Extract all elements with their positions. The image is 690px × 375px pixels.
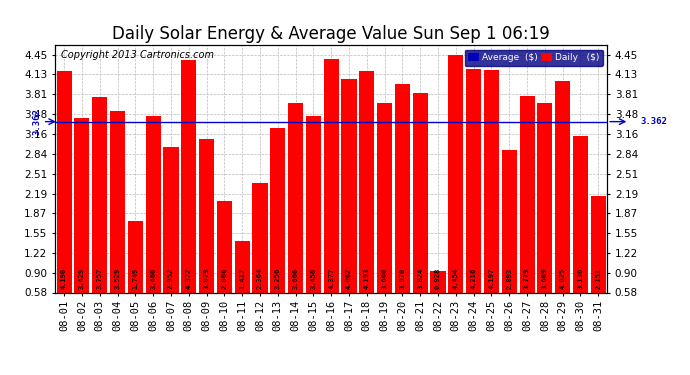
Text: 3.529: 3.529 xyxy=(115,268,121,290)
Text: 4.454: 4.454 xyxy=(453,268,459,290)
Bar xyxy=(253,183,268,328)
Text: 2.893: 2.893 xyxy=(506,268,512,290)
Bar xyxy=(573,135,588,328)
Text: 3.079: 3.079 xyxy=(204,268,210,290)
Bar xyxy=(466,69,481,328)
Bar xyxy=(75,117,90,328)
Text: 4.197: 4.197 xyxy=(489,268,495,290)
Text: 4.025: 4.025 xyxy=(560,268,566,290)
Bar xyxy=(324,59,339,328)
Text: 2.066: 2.066 xyxy=(221,268,228,290)
Bar xyxy=(270,128,286,328)
Text: 3.429: 3.429 xyxy=(79,268,85,290)
Bar xyxy=(413,93,428,328)
Bar xyxy=(484,70,499,328)
Bar xyxy=(164,147,179,328)
Bar xyxy=(146,116,161,328)
Bar xyxy=(502,150,517,328)
Text: 3.660: 3.660 xyxy=(382,268,388,290)
Text: 3.779: 3.779 xyxy=(524,268,530,290)
Bar xyxy=(217,201,232,328)
Bar xyxy=(448,55,464,328)
Text: 3.362: 3.362 xyxy=(640,117,667,126)
Legend: Average  ($), Daily   ($): Average ($), Daily ($) xyxy=(464,50,602,66)
Text: 1.417: 1.417 xyxy=(239,268,245,290)
Bar xyxy=(538,103,553,328)
Text: 3.450: 3.450 xyxy=(310,268,317,290)
Bar xyxy=(92,98,107,328)
Bar xyxy=(359,70,375,328)
Bar xyxy=(591,196,606,328)
Bar xyxy=(395,84,410,328)
Bar xyxy=(431,271,446,328)
Text: 4.193: 4.193 xyxy=(364,268,370,290)
Bar xyxy=(57,71,72,328)
Text: 3.757: 3.757 xyxy=(97,268,103,290)
Text: 2.151: 2.151 xyxy=(595,268,601,290)
Text: 3.136: 3.136 xyxy=(578,268,584,290)
Text: 3.460: 3.460 xyxy=(150,268,156,290)
Bar xyxy=(288,104,303,328)
Text: 4.190: 4.190 xyxy=(61,268,67,290)
Bar xyxy=(520,96,535,328)
Text: 4.062: 4.062 xyxy=(346,268,352,290)
Text: 4.216: 4.216 xyxy=(471,268,477,290)
Bar xyxy=(342,79,357,328)
Text: 1.749: 1.749 xyxy=(132,268,138,290)
Text: 3.256: 3.256 xyxy=(275,268,281,290)
Text: 2.952: 2.952 xyxy=(168,268,174,290)
Text: 3.669: 3.669 xyxy=(542,268,548,290)
Text: 2.364: 2.364 xyxy=(257,268,263,290)
Text: 4.372: 4.372 xyxy=(186,268,192,290)
Text: 0.928: 0.928 xyxy=(435,268,441,290)
Bar xyxy=(377,104,392,328)
Text: 3.970: 3.970 xyxy=(400,268,406,290)
Bar xyxy=(181,60,197,328)
Bar xyxy=(306,116,321,328)
Bar xyxy=(128,221,143,328)
Text: 3.824: 3.824 xyxy=(417,268,423,290)
Title: Daily Solar Energy & Average Value Sun Sep 1 06:19: Daily Solar Energy & Average Value Sun S… xyxy=(112,26,550,44)
Bar xyxy=(199,139,214,328)
Text: 4.377: 4.377 xyxy=(328,268,334,290)
Text: 3.362: 3.362 xyxy=(33,108,42,135)
Bar xyxy=(555,81,570,328)
Text: Copyright 2013 Cartronics.com: Copyright 2013 Cartronics.com xyxy=(61,50,214,60)
Bar xyxy=(110,111,125,328)
Bar xyxy=(235,241,250,328)
Text: 3.660: 3.660 xyxy=(293,268,299,290)
